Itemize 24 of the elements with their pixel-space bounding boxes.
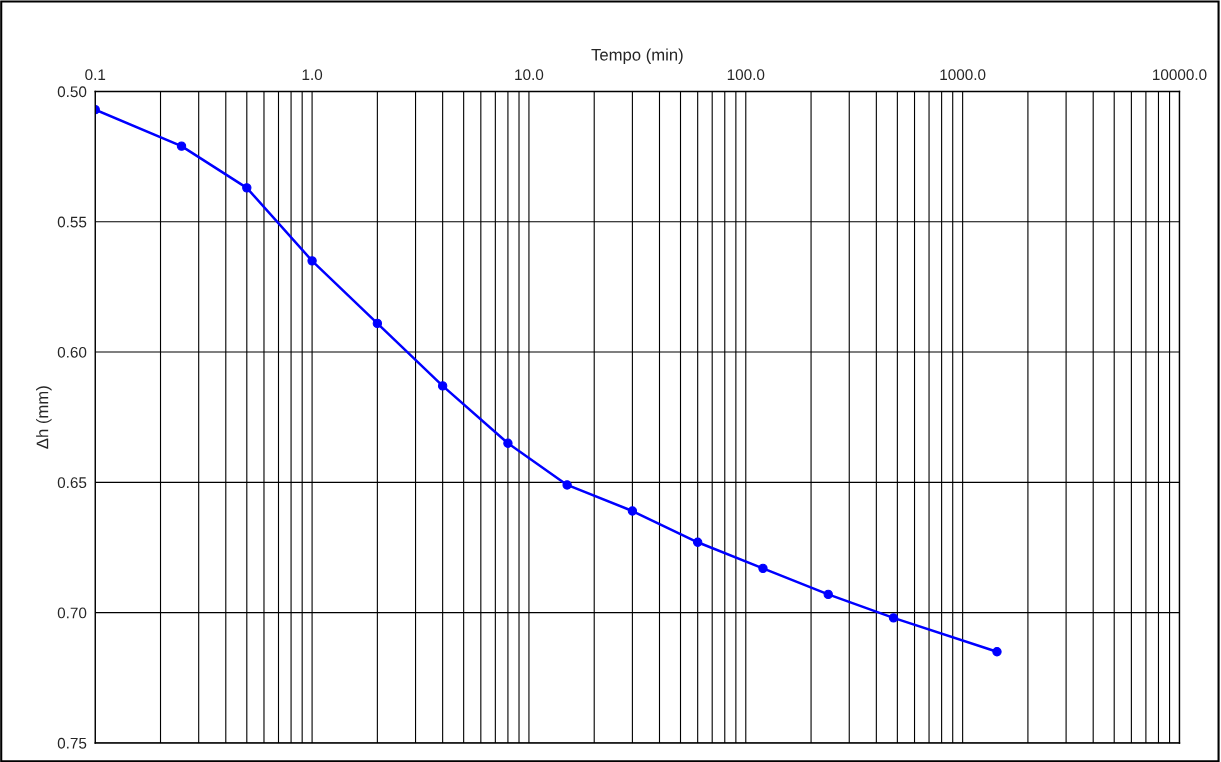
point	[437, 381, 448, 391]
point	[823, 589, 833, 600]
x-tick-label: 10.0	[515, 69, 544, 81]
point	[372, 318, 383, 329]
point	[176, 141, 187, 151]
point	[758, 563, 768, 574]
x-tick-label: 1.0	[302, 69, 323, 81]
point	[307, 256, 317, 266]
y-tick-label: 0.60	[57, 346, 87, 358]
y-tick-label: 0.75	[57, 737, 87, 749]
point	[627, 506, 638, 516]
y-tick-label: 0.65	[57, 477, 87, 489]
y-tick-label: 0.55	[57, 216, 87, 228]
x-tick-label: 1000.0	[940, 69, 986, 81]
y-tick-label: 0.50	[57, 86, 87, 98]
x-tick-label: 10000.0	[1153, 69, 1207, 81]
x-tick-label: 100.0	[727, 69, 765, 81]
point	[242, 183, 252, 193]
y-axis-title: Δh (mm)	[36, 386, 52, 449]
x-axis-title: Tempo (min)	[591, 48, 683, 64]
point	[692, 537, 703, 547]
point	[888, 613, 899, 623]
x-tick-label: 0.1	[85, 69, 106, 81]
y-tick-label: 0.70	[57, 607, 87, 619]
